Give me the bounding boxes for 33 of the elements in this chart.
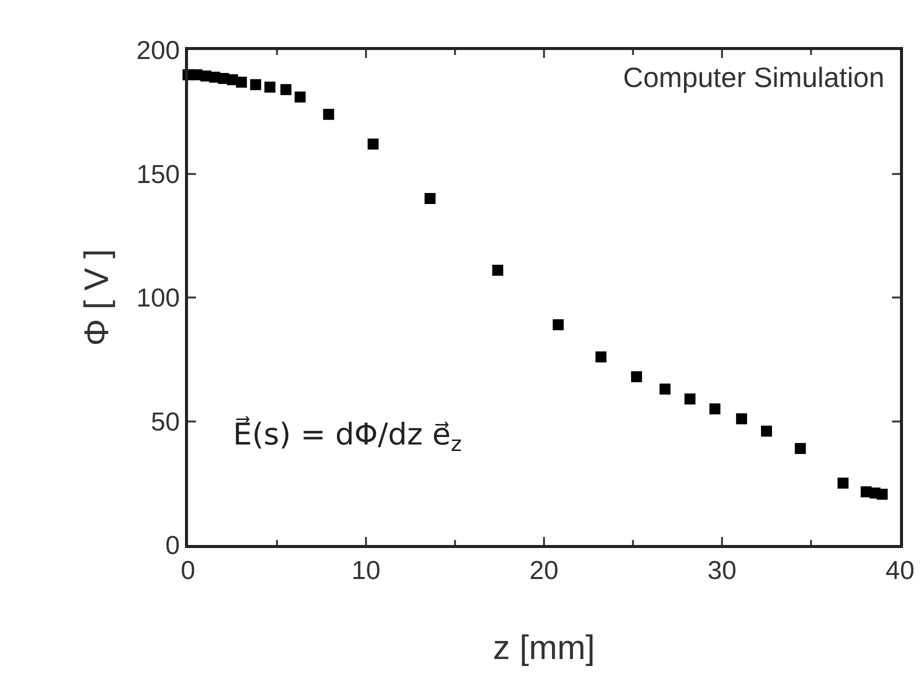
point xyxy=(368,138,379,150)
y-axis-title: Φ [ V ] xyxy=(78,248,116,346)
point xyxy=(294,92,306,103)
point xyxy=(552,319,564,330)
annotation: Computer Simulation xyxy=(623,62,884,93)
x-tick-label: 30 xyxy=(708,555,736,586)
point xyxy=(492,264,504,276)
point xyxy=(838,478,849,489)
point xyxy=(709,403,720,414)
point xyxy=(424,193,436,204)
point xyxy=(264,82,276,93)
point xyxy=(631,371,642,382)
y-tick-label: 150 xyxy=(136,158,180,189)
x-tick-label: 10 xyxy=(352,555,380,586)
point xyxy=(595,351,606,362)
point xyxy=(250,79,262,90)
point xyxy=(736,413,748,424)
y-tick-label: 50 xyxy=(150,406,180,436)
point xyxy=(660,384,671,395)
point xyxy=(280,84,292,96)
x-axis-title: z [mm] xyxy=(493,629,595,667)
point xyxy=(684,393,696,404)
y-tick-label: 200 xyxy=(136,35,180,66)
point xyxy=(794,442,806,454)
y-tick-label: 0 xyxy=(165,530,180,560)
annotation: E⃗(s) = dΦ/dz e⃗$_{z}$ xyxy=(233,416,462,456)
point xyxy=(761,426,772,437)
y-tick-label: 100 xyxy=(136,282,180,313)
point xyxy=(236,76,247,88)
point xyxy=(876,488,888,500)
x-tick-label: 40 xyxy=(886,555,914,586)
point xyxy=(323,108,334,120)
x-tick-label: 20 xyxy=(530,555,558,586)
